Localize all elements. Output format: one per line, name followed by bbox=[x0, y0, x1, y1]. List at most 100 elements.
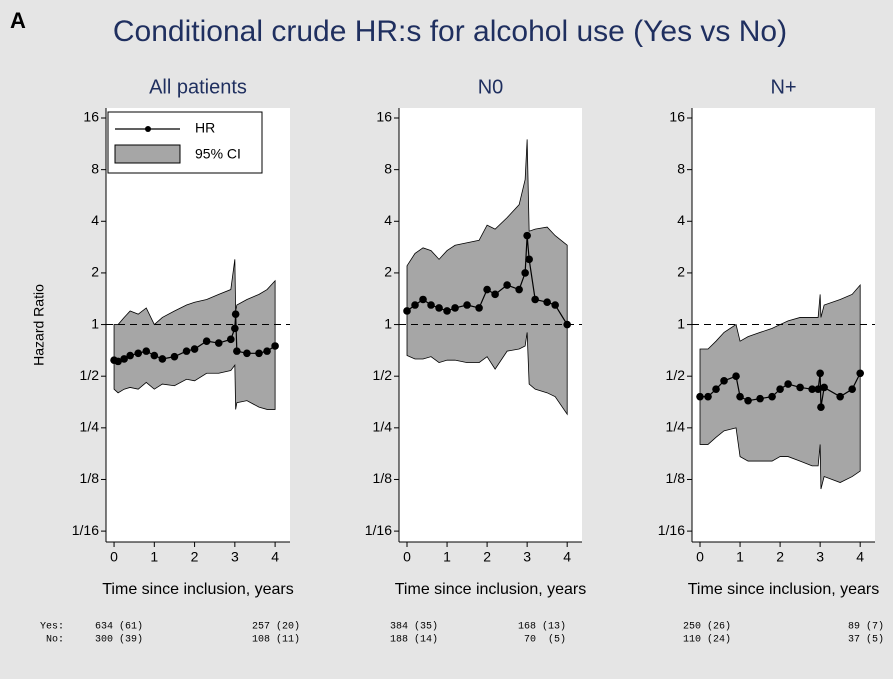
y-tick-label: 1/4 bbox=[80, 419, 100, 435]
hr-point bbox=[836, 392, 844, 401]
x-axis-label: Time since inclusion, years bbox=[395, 581, 586, 598]
y-tick-label: 8 bbox=[384, 160, 392, 176]
y-tick-label: 16 bbox=[669, 109, 685, 125]
panel-title: N0 bbox=[478, 76, 504, 98]
at-risk-count: 188 (14) bbox=[390, 634, 438, 646]
y-tick-label: 1/2 bbox=[373, 367, 393, 383]
at-risk-count: 250 (26) bbox=[683, 621, 731, 633]
hr-point bbox=[411, 301, 419, 309]
hr-point bbox=[182, 347, 191, 355]
y-tick-label: 8 bbox=[91, 160, 99, 176]
legend-label: HR bbox=[195, 120, 215, 136]
legend-label: 95% CI bbox=[195, 146, 241, 162]
hr-point bbox=[816, 369, 824, 378]
hr-point bbox=[158, 355, 167, 363]
x-tick-label: 2 bbox=[776, 549, 784, 565]
y-tick-label: 8 bbox=[677, 160, 685, 176]
hr-point bbox=[451, 304, 459, 312]
x-tick-label: 1 bbox=[443, 549, 451, 565]
hr-point bbox=[231, 310, 240, 318]
y-axis-label: Hazard Ratio bbox=[31, 284, 47, 366]
hr-point bbox=[756, 394, 764, 403]
x-tick-label: 1 bbox=[736, 549, 744, 565]
hr-point bbox=[736, 392, 744, 401]
hr-point bbox=[427, 301, 435, 309]
at-risk-count: 634 (61) bbox=[95, 621, 143, 633]
hr-point bbox=[820, 383, 828, 392]
hr-point bbox=[808, 385, 816, 393]
panel-title: All patients bbox=[149, 76, 247, 98]
x-tick-label: 3 bbox=[523, 549, 531, 565]
y-tick-label: 1/2 bbox=[80, 367, 100, 383]
x-tick-label: 0 bbox=[696, 549, 704, 565]
hr-point bbox=[170, 352, 179, 361]
hr-point bbox=[150, 351, 159, 360]
hr-point bbox=[255, 349, 263, 358]
x-tick-label: 2 bbox=[483, 549, 491, 565]
y-tick-label: 1/2 bbox=[666, 367, 686, 383]
hr-point bbox=[720, 377, 728, 385]
at-risk-label: No: bbox=[46, 635, 64, 646]
panel-title: N+ bbox=[770, 76, 796, 98]
y-tick-label: 16 bbox=[376, 109, 392, 125]
hr-point bbox=[491, 290, 499, 299]
y-tick-label: 2 bbox=[384, 264, 392, 280]
hr-point bbox=[134, 349, 143, 358]
hr-point bbox=[551, 301, 559, 309]
at-risk-count: 37 (5) bbox=[848, 634, 884, 646]
ci-band bbox=[406, 139, 568, 416]
y-tick-label: 1/8 bbox=[666, 470, 686, 486]
y-tick-label: 16 bbox=[83, 109, 99, 125]
hr-point bbox=[114, 357, 122, 366]
x-tick-label: 4 bbox=[856, 549, 864, 565]
hr-point bbox=[503, 281, 511, 289]
hr-point bbox=[202, 337, 211, 345]
y-tick-label: 2 bbox=[677, 264, 685, 280]
at-risk-count: 110 (24) bbox=[683, 634, 731, 646]
hr-point bbox=[817, 403, 825, 411]
x-tick-label: 0 bbox=[403, 549, 411, 565]
hr-point bbox=[744, 396, 752, 405]
y-tick-label: 1/16 bbox=[365, 522, 392, 538]
hr-point bbox=[271, 342, 279, 350]
y-tick-label: 1/4 bbox=[373, 419, 393, 435]
hr-point bbox=[435, 304, 443, 312]
hr-point bbox=[475, 304, 483, 312]
at-risk-count: 108 (11) bbox=[252, 634, 300, 646]
hr-point bbox=[126, 351, 134, 360]
hr-point bbox=[768, 392, 776, 401]
at-risk-label: Yes: bbox=[40, 622, 64, 633]
hr-point bbox=[233, 347, 241, 355]
hr-point bbox=[419, 295, 427, 304]
y-tick-label: 1/8 bbox=[80, 470, 100, 486]
hr-point bbox=[814, 385, 822, 393]
hr-point bbox=[732, 372, 740, 380]
y-tick-label: 1 bbox=[91, 315, 99, 331]
hr-point bbox=[796, 383, 804, 392]
x-tick-label: 3 bbox=[816, 549, 824, 565]
hr-point bbox=[142, 347, 151, 355]
y-tick-label: 1/4 bbox=[666, 419, 686, 435]
hr-point bbox=[483, 285, 491, 294]
x-tick-label: 2 bbox=[191, 549, 199, 565]
hr-point bbox=[856, 369, 864, 378]
hr-point bbox=[403, 307, 411, 315]
hr-point bbox=[463, 301, 471, 309]
y-tick-label: 2 bbox=[91, 264, 99, 280]
hr-point bbox=[227, 335, 235, 344]
y-tick-label: 1/16 bbox=[72, 522, 99, 538]
hr-point bbox=[848, 385, 856, 393]
y-tick-label: 4 bbox=[384, 212, 392, 228]
hr-point bbox=[784, 380, 792, 388]
ci-band bbox=[113, 259, 276, 410]
x-tick-label: 0 bbox=[110, 549, 118, 565]
hr-point bbox=[712, 385, 720, 393]
y-tick-label: 4 bbox=[91, 212, 99, 228]
y-tick-label: 4 bbox=[677, 212, 685, 228]
hr-point bbox=[190, 345, 199, 353]
hr-point bbox=[214, 339, 223, 347]
y-tick-label: 1/16 bbox=[658, 522, 685, 538]
hr-point bbox=[243, 349, 251, 358]
y-tick-label: 1 bbox=[384, 315, 392, 331]
